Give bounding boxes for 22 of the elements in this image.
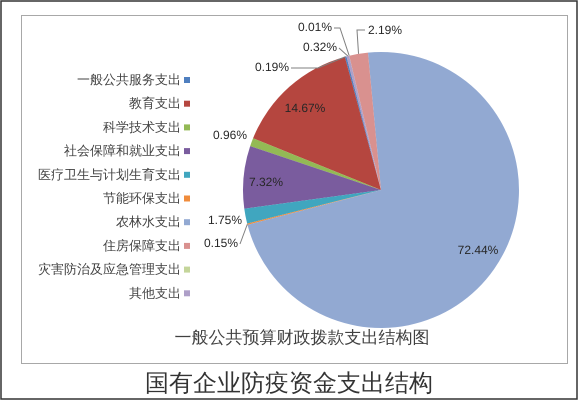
legend-label: 社会保障和就业支出 xyxy=(64,143,181,158)
text: 国有企业防疫资金支出结构 xyxy=(145,370,433,397)
data-label: 0.15% xyxy=(204,236,238,250)
data-label: 7.32% xyxy=(248,175,284,189)
legend-label: 住房保障支出 xyxy=(102,238,181,253)
data-label: 0.01% xyxy=(298,20,332,34)
legend-label: 其他支出 xyxy=(129,285,181,300)
legend-label: 教育支出 xyxy=(129,96,181,111)
data-label: 0.19% xyxy=(254,60,290,74)
text: 一般公共预算财政拨款支出结构图 xyxy=(174,328,430,347)
legend-label: 医疗卫生与计划生育支出 xyxy=(38,166,181,182)
data-label: 14.67% xyxy=(284,101,326,115)
data-label: 0.32% xyxy=(302,40,338,54)
legend-label: 节能环保支出 xyxy=(103,190,181,206)
legend-label: 农林水支出 xyxy=(116,214,181,230)
data-label: 0.96% xyxy=(212,128,248,142)
legend-label: 一般公共服务支出 xyxy=(77,72,181,87)
data-label: 72.44% xyxy=(458,243,499,257)
data-label: 1.75% xyxy=(208,213,242,227)
data-label: 2.19% xyxy=(368,23,402,37)
legend-label: 灾害防治及应急管理支出 xyxy=(38,262,181,277)
legend-label: 科学技术支出 xyxy=(103,119,181,134)
